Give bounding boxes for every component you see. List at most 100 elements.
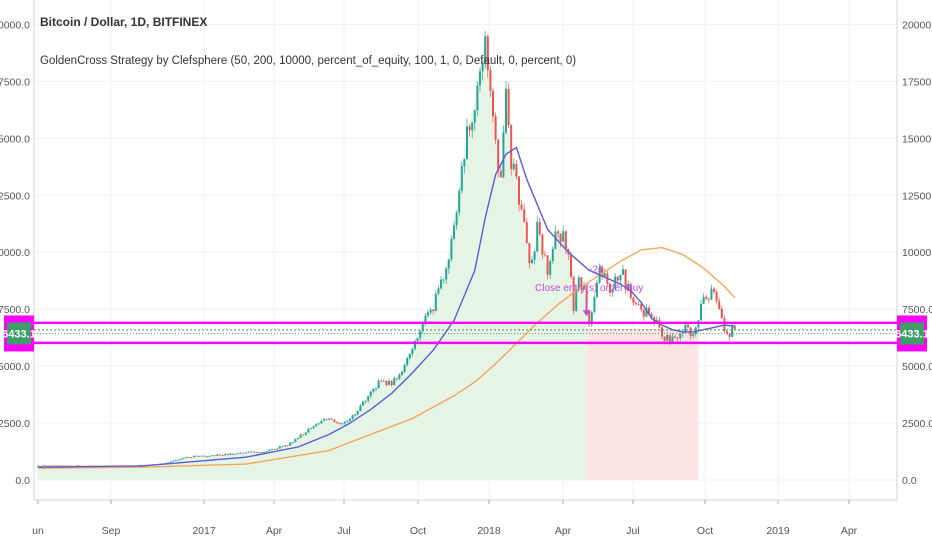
candle-body bbox=[406, 358, 409, 366]
candle-body bbox=[463, 159, 466, 167]
candle-body bbox=[601, 267, 604, 277]
candle-body bbox=[624, 269, 627, 290]
candle-body bbox=[632, 297, 635, 303]
candle-body bbox=[320, 420, 323, 424]
candle-body bbox=[226, 454, 229, 455]
left-price-badge-label: 6433.1 bbox=[2, 328, 36, 340]
candle-body bbox=[395, 378, 398, 380]
candle-body bbox=[185, 457, 188, 458]
candle-body bbox=[616, 276, 619, 281]
trade-close-label: Close entry(s) order Buy bbox=[535, 283, 643, 294]
candle-body bbox=[229, 453, 232, 455]
candle-body bbox=[663, 336, 666, 341]
candle-body bbox=[473, 110, 476, 123]
candle-body bbox=[242, 452, 245, 454]
candle-body bbox=[265, 451, 268, 453]
candle-body bbox=[169, 461, 172, 463]
candle-body bbox=[232, 453, 234, 455]
candle-body bbox=[510, 125, 513, 170]
candle-body bbox=[434, 293, 437, 312]
candle-body bbox=[424, 315, 427, 324]
candle-body bbox=[692, 333, 695, 336]
candle-body bbox=[273, 449, 276, 450]
x-tick-label: Sep bbox=[102, 525, 121, 537]
candle-body bbox=[268, 449, 271, 452]
candle-body bbox=[580, 277, 583, 290]
candle-body bbox=[523, 209, 526, 223]
candle-body bbox=[635, 302, 637, 304]
candle-body bbox=[356, 411, 359, 415]
candle-body bbox=[515, 163, 518, 177]
left-price-axis[interactable]: 0.0 2500.0 5000.0 7500.0 10000.0 12500.0 15000… bbox=[0, 19, 30, 487]
candle-body bbox=[622, 269, 624, 275]
candle-body bbox=[507, 88, 510, 126]
candle-body bbox=[258, 452, 260, 453]
candle-body bbox=[286, 445, 289, 447]
candle-body bbox=[421, 323, 424, 332]
candle-body bbox=[211, 455, 214, 457]
price-levels bbox=[34, 321, 897, 345]
y-tick-label: 0.0 bbox=[15, 475, 30, 487]
candle-body bbox=[419, 331, 422, 338]
candle-body bbox=[468, 126, 471, 131]
candle-body bbox=[224, 454, 227, 456]
candle-body bbox=[427, 312, 429, 316]
candle-body bbox=[343, 421, 346, 424]
candle-body bbox=[440, 279, 442, 289]
candle-body bbox=[271, 449, 273, 450]
candle-body bbox=[541, 234, 544, 255]
candle-body bbox=[281, 446, 284, 448]
candle-body bbox=[609, 283, 611, 293]
candle-body bbox=[458, 190, 461, 213]
x-tick-label: un bbox=[32, 525, 44, 537]
candle-body bbox=[455, 212, 458, 226]
y-tick-label: 10000.0 bbox=[902, 247, 932, 259]
candle-body bbox=[39, 466, 42, 467]
candle-body bbox=[372, 388, 375, 392]
candle-body bbox=[276, 448, 279, 450]
candle-body bbox=[385, 380, 388, 385]
trade-pnl-label: -21 bbox=[589, 265, 604, 276]
candle-body bbox=[177, 459, 180, 461]
right-price-axis[interactable]: 0.0 2500.0 5000.0 7500.0 10000.0 12500.0 15000… bbox=[902, 19, 932, 487]
candle-body bbox=[52, 465, 55, 467]
candle-body bbox=[648, 307, 650, 314]
candle-body bbox=[720, 308, 723, 319]
candle-body bbox=[502, 132, 505, 178]
candle-body bbox=[408, 353, 411, 359]
candle-body bbox=[182, 457, 185, 459]
x-tick-label: Oct bbox=[697, 525, 713, 537]
candle-body bbox=[497, 139, 500, 171]
candle-body bbox=[323, 419, 325, 421]
candle-body bbox=[216, 454, 219, 457]
price-badges: 6433.1 6433.1 bbox=[2, 315, 929, 352]
candle-body bbox=[206, 456, 208, 458]
time-axis[interactable]: un Sep 2017 Apr Jul Oct 2018 Apr Jul Oct 2019 Apr bbox=[32, 500, 858, 537]
candle-body bbox=[250, 451, 253, 453]
exit-arrow-icon bbox=[582, 310, 591, 317]
candle-body bbox=[47, 465, 50, 467]
candle-body bbox=[50, 465, 52, 467]
candle-body bbox=[668, 335, 671, 343]
candle-body bbox=[234, 453, 237, 455]
x-tick-label: Apr bbox=[555, 525, 572, 537]
candle-body bbox=[650, 313, 653, 318]
candle-body bbox=[533, 251, 536, 260]
candle-body bbox=[289, 442, 292, 446]
candle-body bbox=[528, 243, 531, 264]
candle-body bbox=[193, 455, 195, 458]
candle-body bbox=[588, 310, 591, 325]
candle-body bbox=[380, 380, 383, 382]
candle-body bbox=[315, 424, 318, 427]
candle-body bbox=[728, 333, 731, 337]
position-zones bbox=[38, 35, 699, 481]
candle-body bbox=[336, 421, 338, 423]
candle-body bbox=[203, 455, 206, 457]
candle-body bbox=[666, 335, 669, 341]
y-tick-label: 7500.0 bbox=[902, 304, 932, 316]
candle-body bbox=[302, 434, 305, 436]
candle-body bbox=[349, 418, 351, 421]
long-position-zone bbox=[38, 35, 587, 481]
candle-body bbox=[398, 374, 401, 379]
